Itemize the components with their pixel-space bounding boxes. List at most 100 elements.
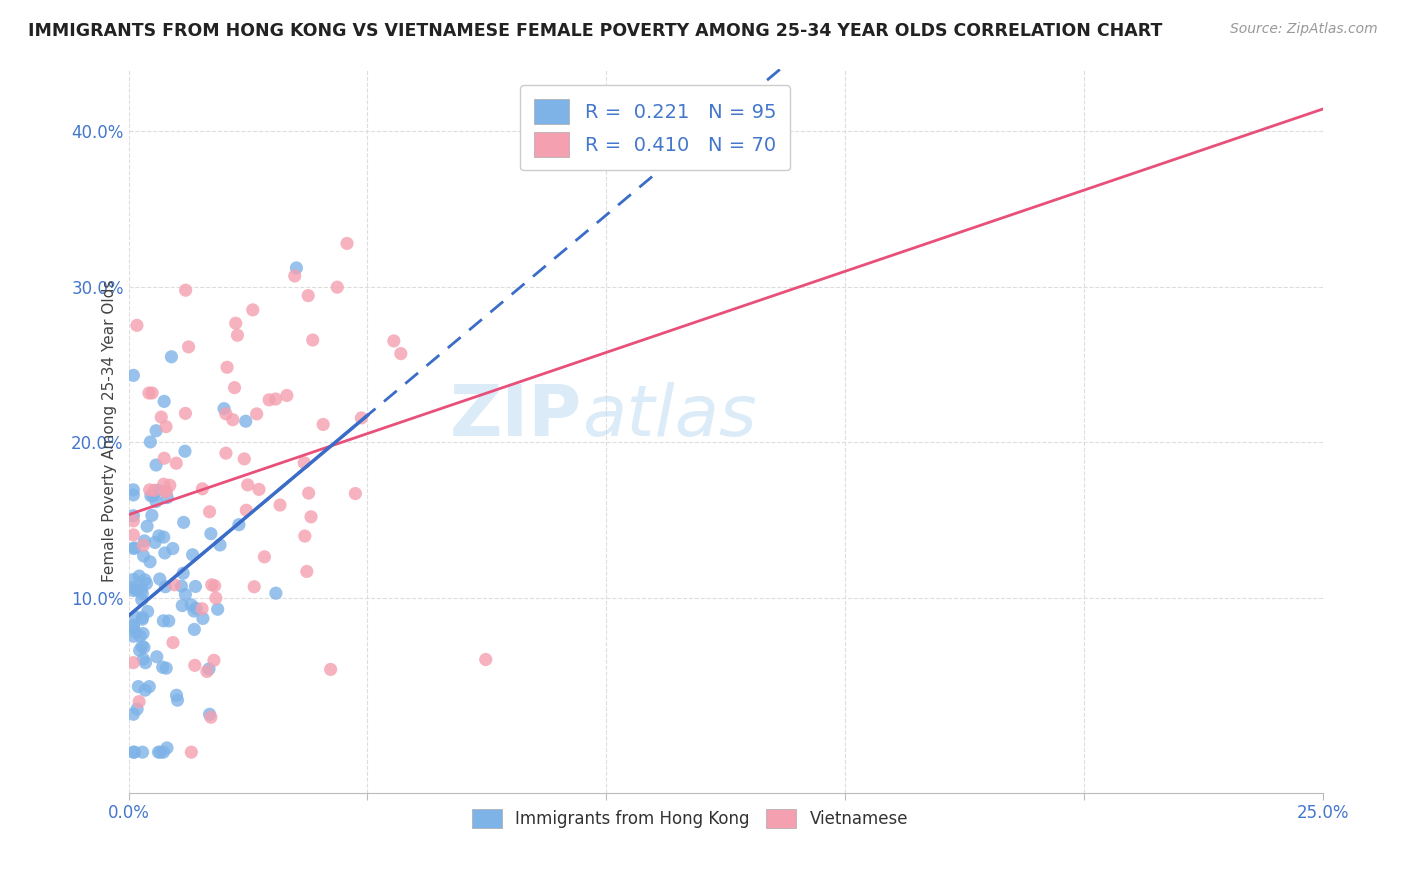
Point <box>122 620 145 634</box>
Point <box>153 394 176 409</box>
Point <box>162 541 184 556</box>
Point <box>180 745 202 759</box>
Point <box>146 483 169 498</box>
Point <box>236 478 259 492</box>
Point <box>202 653 225 667</box>
Point <box>253 549 276 564</box>
Point <box>152 477 174 491</box>
Point <box>138 386 160 401</box>
Point <box>141 508 163 523</box>
Point <box>128 643 150 657</box>
Point <box>124 541 146 555</box>
Point <box>191 601 214 615</box>
Point <box>125 583 148 598</box>
Point <box>217 360 239 375</box>
Point <box>122 488 145 502</box>
Point <box>319 662 342 676</box>
Point <box>312 417 335 432</box>
Point <box>191 482 214 496</box>
Point <box>131 745 153 759</box>
Point <box>170 579 193 593</box>
Point <box>155 419 177 434</box>
Point <box>125 610 148 624</box>
Point <box>294 529 316 543</box>
Point <box>134 533 156 548</box>
Point <box>150 410 173 425</box>
Point <box>122 581 145 595</box>
Point <box>215 407 238 421</box>
Point <box>134 573 156 587</box>
Point <box>174 283 197 297</box>
Point <box>134 683 156 698</box>
Point <box>326 280 349 294</box>
Point <box>174 587 197 601</box>
Point <box>153 546 176 560</box>
Point <box>122 583 145 598</box>
Point <box>152 614 174 628</box>
Point <box>172 566 194 581</box>
Point <box>344 486 367 500</box>
Point <box>228 517 250 532</box>
Point <box>212 401 235 416</box>
Point <box>165 456 187 470</box>
Point <box>122 368 145 383</box>
Point <box>131 610 153 624</box>
Text: Source: ZipAtlas.com: Source: ZipAtlas.com <box>1230 22 1378 37</box>
Point <box>205 591 228 605</box>
Point <box>145 458 167 472</box>
Text: IMMIGRANTS FROM HONG KONG VS VIETNAMESE FEMALE POVERTY AMONG 25-34 YEAR OLDS COR: IMMIGRANTS FROM HONG KONG VS VIETNAMESE … <box>28 22 1163 40</box>
Point <box>122 656 145 670</box>
Point <box>235 414 257 428</box>
Point <box>226 328 249 343</box>
Point <box>131 612 153 626</box>
Point <box>180 598 202 612</box>
Point <box>264 586 287 600</box>
Point <box>131 582 153 596</box>
Point <box>224 381 246 395</box>
Point <box>184 658 207 673</box>
Point <box>243 580 266 594</box>
Point <box>122 541 145 556</box>
Point <box>264 392 287 406</box>
Point <box>297 288 319 302</box>
Point <box>299 509 322 524</box>
Point <box>122 745 145 759</box>
Point <box>269 498 291 512</box>
Point <box>122 508 145 523</box>
Point <box>139 489 162 503</box>
Point <box>235 503 257 517</box>
Point <box>152 745 174 759</box>
Point <box>132 538 155 552</box>
Point <box>139 555 162 569</box>
Point <box>148 529 170 543</box>
Point <box>132 640 155 655</box>
Point <box>143 483 166 498</box>
Point <box>134 656 156 670</box>
Point <box>174 406 197 420</box>
Point <box>284 268 307 283</box>
Point <box>184 579 207 593</box>
Point <box>382 334 405 348</box>
Point <box>153 484 176 499</box>
Point <box>246 407 269 421</box>
Point <box>136 519 159 533</box>
Point <box>301 333 323 347</box>
Point <box>174 444 197 458</box>
Point <box>132 549 155 563</box>
Point <box>138 483 160 497</box>
Point <box>207 602 229 616</box>
Point <box>122 528 145 542</box>
Point <box>350 411 373 425</box>
Point <box>159 478 181 492</box>
Point <box>155 484 177 499</box>
Point <box>247 483 270 497</box>
Point <box>204 579 226 593</box>
Point <box>125 318 148 333</box>
Point <box>389 346 412 360</box>
Point <box>136 605 159 619</box>
Point <box>173 516 195 530</box>
Point <box>127 680 149 694</box>
Point <box>183 623 205 637</box>
Point <box>292 456 315 470</box>
Point <box>201 578 224 592</box>
